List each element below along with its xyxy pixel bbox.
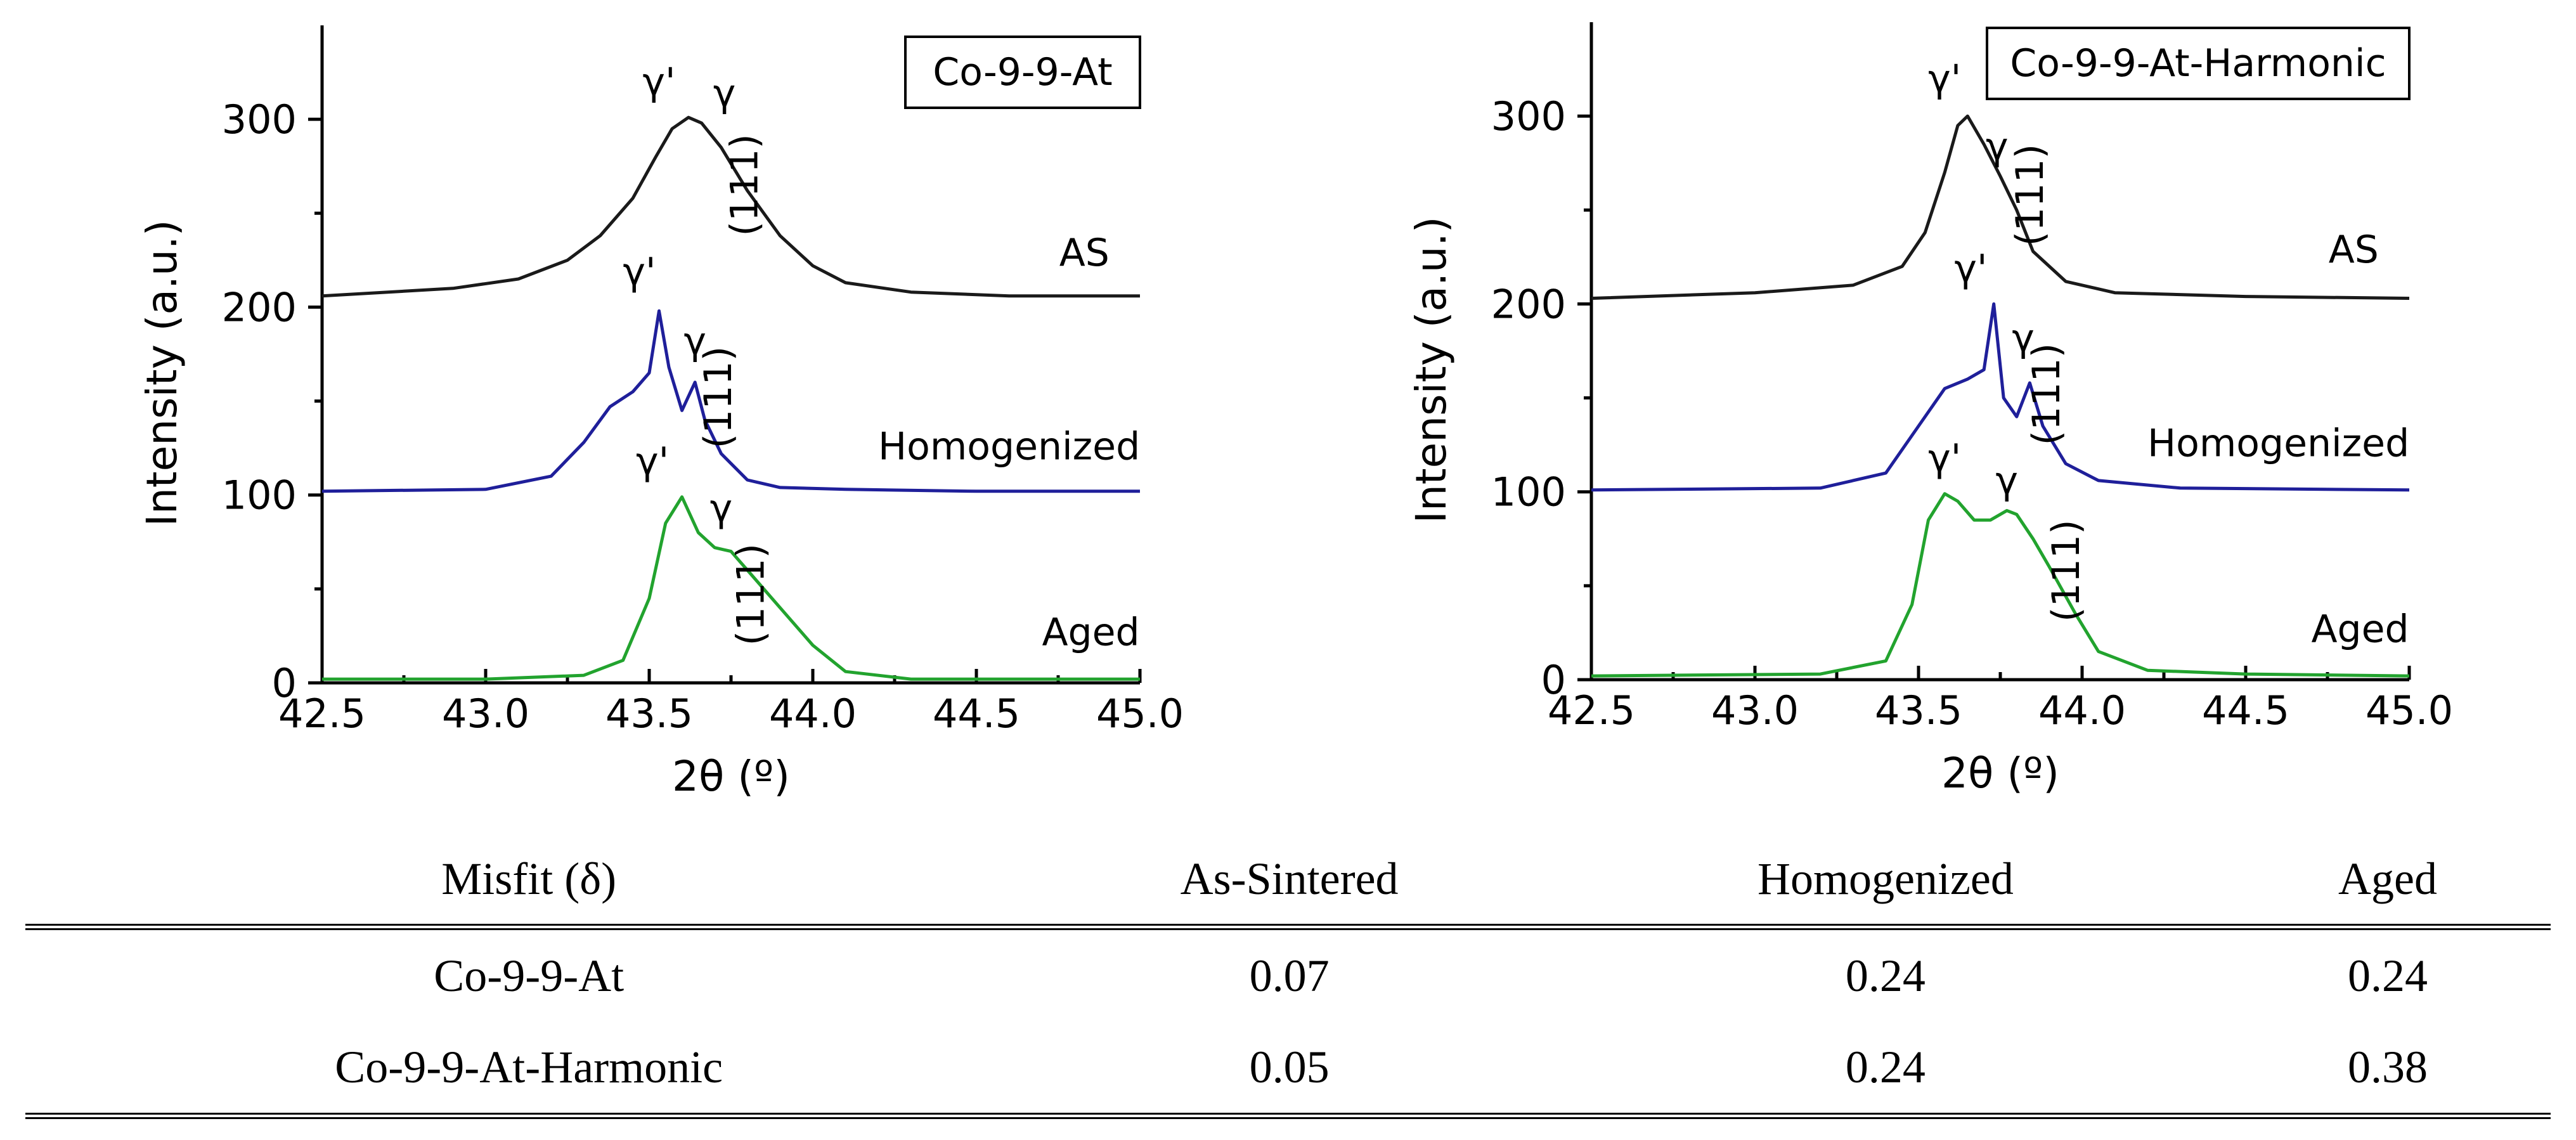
x-tick-label: 42.5 — [1548, 687, 1635, 734]
peak-annotation: γ' — [1928, 57, 1961, 101]
y-tick-label: 200 — [222, 284, 297, 330]
peak-annotation: γ — [1986, 124, 2009, 169]
table-header-row: Misfit (δ) As-Sintered Homogenized Aged — [25, 834, 2551, 930]
row-label: Co-9-9-At-Harmonic — [25, 1021, 1033, 1119]
header-homogenized: Homogenized — [1546, 834, 2225, 930]
series-line-as — [1591, 114, 2410, 300]
cell-aged: 0.38 — [2224, 1021, 2551, 1119]
y-tick-label: 100 — [1491, 469, 1566, 515]
y-axis-title: Intensity (a.u.) — [1407, 217, 1456, 524]
y-tick-label: 300 — [1491, 93, 1566, 139]
x-tick-label: 43.0 — [1711, 687, 1799, 734]
series-label: Homogenized — [2147, 421, 2409, 465]
x-tick-label: 44.5 — [933, 690, 1020, 737]
peak-annotation: γ' — [623, 250, 656, 294]
peak-index-annotation: (111) — [2008, 144, 2052, 246]
y-tick-label: 100 — [222, 472, 297, 519]
cell-homogenized: 0.24 — [1546, 1021, 2225, 1119]
peak-index-annotation: (111) — [2044, 519, 2088, 621]
series-label: Aged — [1042, 611, 1140, 655]
legend-box — [904, 36, 1141, 109]
legend-box — [1986, 27, 2411, 100]
peak-annotation: γ — [2012, 316, 2035, 361]
peak-index-annotation: (111) — [722, 134, 767, 236]
peak-annotation: γ' — [1928, 436, 1961, 481]
y-tick-label: 0 — [272, 660, 297, 706]
peak-annotation: γ' — [636, 439, 669, 484]
peak-annotation: γ — [713, 71, 736, 115]
series-line-homogenized — [321, 309, 1140, 493]
series-label: Aged — [2312, 607, 2409, 652]
peak-annotation: γ — [1996, 459, 2019, 503]
table-row: Co-9-9-At-Harmonic 0.05 0.24 0.38 — [25, 1021, 2551, 1119]
peak-annotation: γ' — [1955, 247, 1988, 291]
peak-annotation: γ — [710, 486, 733, 531]
x-tick-label: 42.5 — [278, 690, 366, 737]
series-label: AS — [2329, 228, 2379, 272]
y-axis-title: Intensity (a.u.) — [138, 220, 186, 527]
series-line-aged — [322, 495, 1140, 681]
cell-as-sintered: 0.05 — [1032, 1021, 1546, 1119]
x-tick-label: 45.0 — [1096, 690, 1184, 737]
x-tick-label: 44.0 — [2038, 687, 2126, 734]
peak-annotation: γ — [683, 320, 706, 364]
x-tick-label: 43.5 — [1875, 687, 1962, 734]
series-label: Homogenized — [878, 424, 1140, 469]
row-label: Co-9-9-At — [434, 950, 625, 1001]
x-tick-label: 43.5 — [605, 690, 693, 737]
x-tick-label: 44.5 — [2202, 687, 2289, 734]
peak-index-annotation: (111) — [729, 543, 773, 645]
x-tick-label: 45.0 — [2366, 687, 2453, 734]
series-line-homogenized — [1591, 302, 2410, 492]
peak-index-annotation: (111) — [696, 346, 741, 448]
chart-title: Co-9-9-At-Harmonic — [2010, 41, 2386, 86]
series-label: AS — [1059, 231, 1110, 275]
header-as-sintered: As-Sintered — [1032, 834, 1546, 930]
peak-annotation: γ' — [642, 60, 675, 105]
series-line-as — [321, 115, 1140, 298]
x-tick-label: 43.0 — [442, 690, 529, 737]
cell-aged: 0.24 — [2347, 950, 2428, 1001]
series-line-aged — [1591, 492, 2410, 678]
table-row: Co-9-9-At 0.07 0.24 0.24 — [25, 927, 2551, 1021]
x-axis-title: 2θ (º) — [1941, 749, 2059, 798]
peak-index-annotation: (111) — [2024, 343, 2069, 445]
y-tick-label: 200 — [1491, 281, 1566, 327]
header-aged: Aged — [2224, 834, 2551, 930]
misfit-table: Misfit (δ) As-Sintered Homogenized Aged … — [25, 834, 2551, 1119]
xrd-figure: 42.5 43.0 43.5 44.0 44.5 45.0 0 100 200 300 2θ (º)… — [138, 22, 2453, 801]
x-tick-label: 44.0 — [769, 690, 857, 737]
header-misfit: Misfit (δ) — [25, 834, 1033, 930]
y-tick-label: 300 — [222, 96, 297, 143]
cell-as-sintered: 0.07 — [1249, 950, 1330, 1001]
cell-homogenized: 0.24 — [1845, 950, 1926, 1001]
x-axis-title: 2θ (º) — [672, 752, 790, 801]
y-tick-label: 0 — [1541, 657, 1566, 703]
chart-title: Co-9-9-At — [933, 50, 1112, 94]
